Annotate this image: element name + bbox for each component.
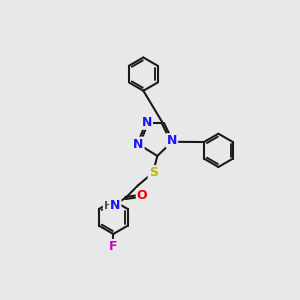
Text: F: F [109, 240, 118, 253]
Text: N: N [133, 138, 144, 151]
Text: S: S [149, 166, 158, 179]
Text: H: H [104, 201, 113, 211]
Text: O: O [137, 189, 147, 202]
Text: N: N [142, 116, 152, 129]
Text: N: N [110, 199, 121, 212]
Text: N: N [167, 134, 177, 147]
